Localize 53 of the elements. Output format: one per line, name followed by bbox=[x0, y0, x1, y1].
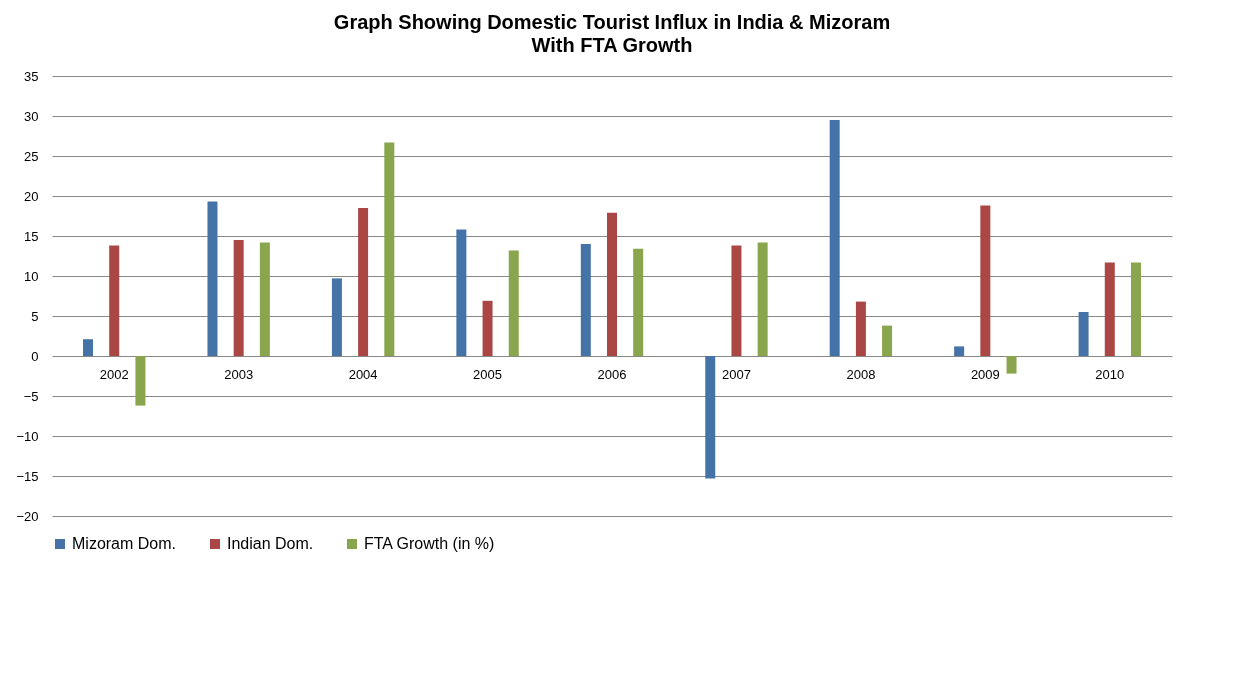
bar bbox=[259, 242, 270, 356]
bar bbox=[580, 244, 591, 356]
bar bbox=[109, 245, 120, 356]
x-tick-label: 2009 bbox=[970, 366, 1000, 382]
y-tick-label: 30 bbox=[24, 108, 39, 124]
y-tick-label: 15 bbox=[24, 228, 39, 244]
bar bbox=[1104, 262, 1115, 356]
bar bbox=[207, 201, 218, 356]
y-tick-label: −15 bbox=[16, 468, 39, 484]
bar bbox=[135, 356, 146, 406]
x-tick-label: 2003 bbox=[224, 366, 254, 382]
y-tick-label: 10 bbox=[24, 268, 39, 284]
bar bbox=[331, 278, 342, 356]
bar bbox=[954, 346, 965, 356]
bar bbox=[633, 248, 644, 356]
bar bbox=[1078, 312, 1089, 356]
bar bbox=[384, 142, 395, 356]
bar bbox=[855, 301, 866, 356]
bar bbox=[83, 339, 94, 356]
legend-label: Indian Dom. bbox=[227, 535, 314, 552]
legend-label: Mizoram Dom. bbox=[72, 535, 177, 552]
x-tick-label: 2002 bbox=[99, 366, 129, 382]
x-tick-label: 2004 bbox=[348, 366, 378, 382]
bar bbox=[508, 250, 519, 356]
y-tick-label: 20 bbox=[24, 188, 39, 204]
y-tick-label: 35 bbox=[24, 68, 39, 84]
bar bbox=[757, 242, 768, 356]
bar bbox=[1006, 356, 1017, 374]
legend-label: FTA Growth (in %) bbox=[364, 535, 495, 552]
y-tick-label: −10 bbox=[16, 428, 39, 444]
y-tick-label: −20 bbox=[16, 508, 39, 524]
bar bbox=[705, 356, 716, 479]
bar bbox=[607, 212, 617, 356]
x-tick-label: 2005 bbox=[473, 366, 503, 382]
x-tick-label: 2007 bbox=[721, 366, 751, 382]
y-tick-label: 5 bbox=[31, 308, 39, 324]
bar bbox=[233, 240, 244, 356]
y-tick-label: −5 bbox=[23, 388, 39, 404]
chart-title: Graph Showing Domestic Tourist Influx in India & Mizoram bbox=[333, 11, 891, 33]
x-tick-label: 2010 bbox=[1095, 366, 1125, 382]
bar bbox=[980, 205, 991, 356]
x-tick-label: 2006 bbox=[597, 366, 627, 382]
bar bbox=[358, 208, 369, 356]
bar bbox=[482, 300, 493, 356]
bar bbox=[731, 245, 742, 356]
chart-subtitle: With FTA Growth bbox=[531, 34, 693, 56]
y-tick-label: 0 bbox=[31, 348, 39, 364]
x-tick-label: 2008 bbox=[846, 366, 876, 382]
bar bbox=[882, 325, 893, 356]
bar bbox=[829, 120, 840, 356]
y-tick-label: 25 bbox=[24, 148, 39, 164]
bar bbox=[1130, 262, 1141, 356]
bar bbox=[456, 229, 467, 356]
